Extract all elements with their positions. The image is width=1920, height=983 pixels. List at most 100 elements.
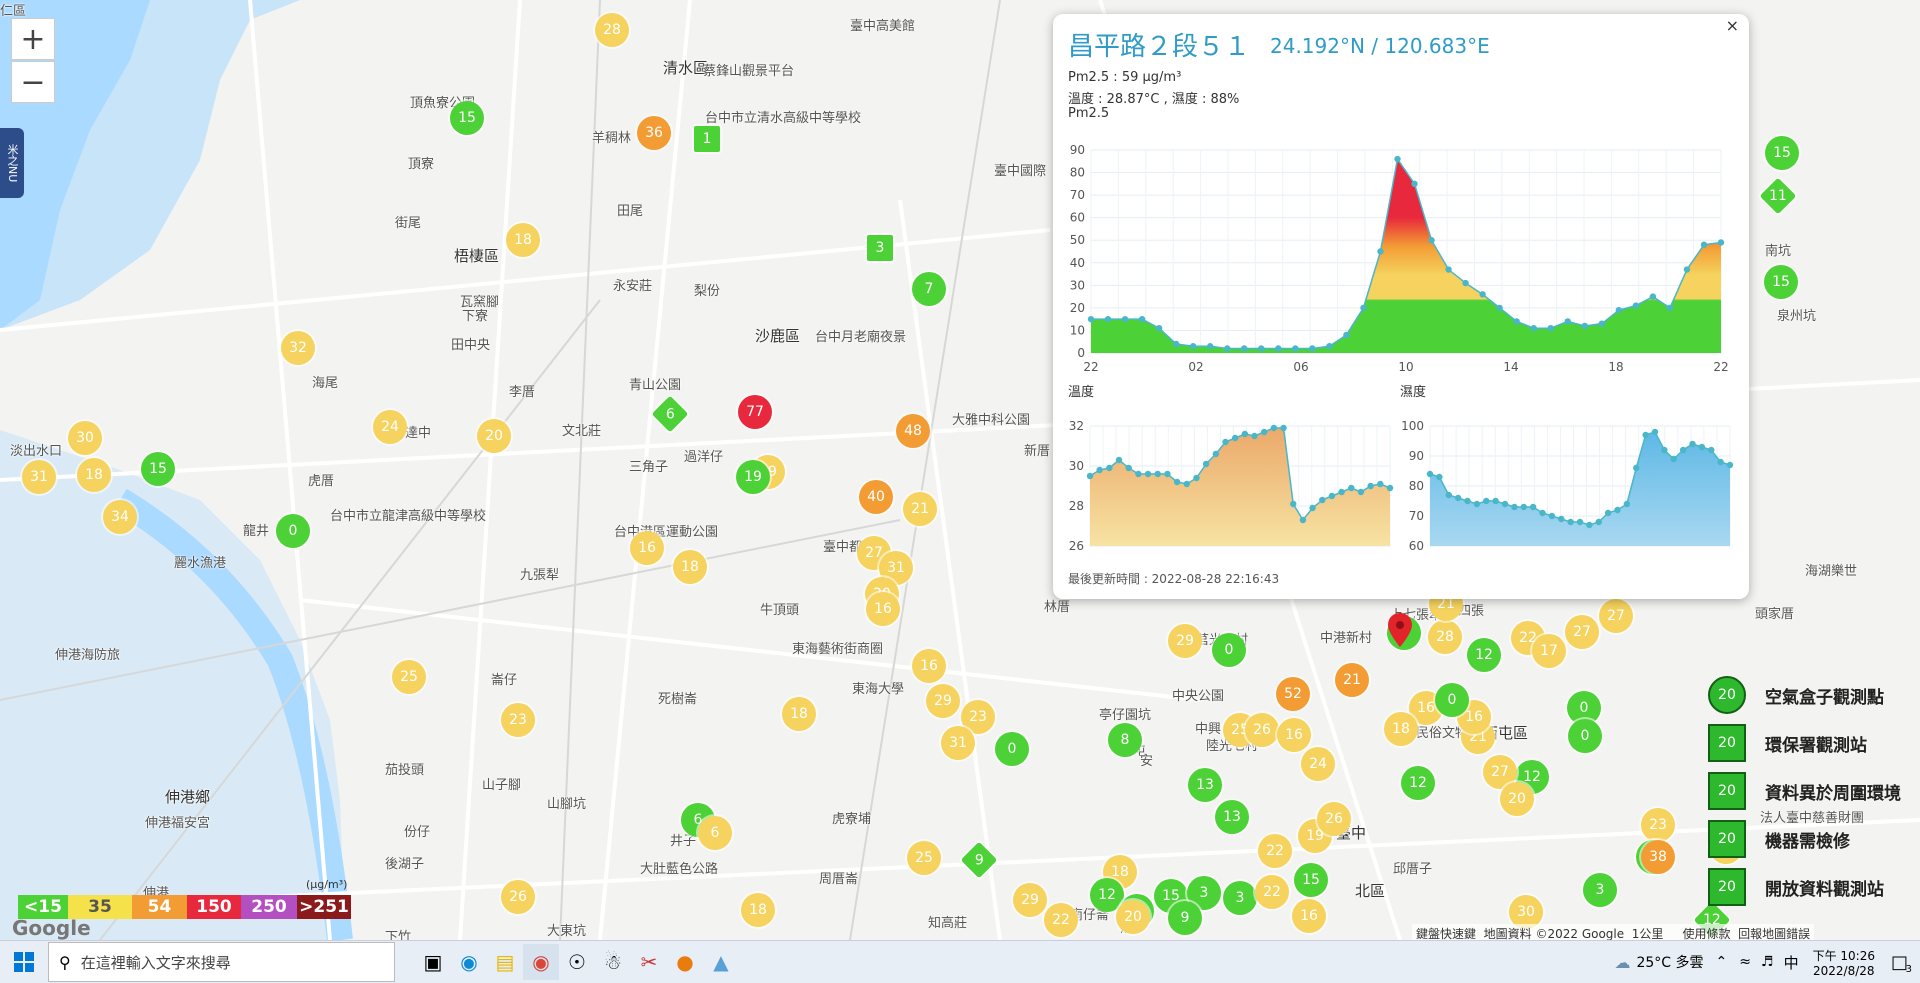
- sensor-marker[interactable]: 29: [1168, 624, 1202, 658]
- terms-link[interactable]: 使用條款: [1682, 927, 1731, 941]
- sensor-marker[interactable]: 29: [926, 684, 960, 718]
- sensor-marker[interactable]: 28: [1428, 620, 1462, 654]
- report-error-link[interactable]: 回報地圖錯誤: [1738, 927, 1811, 941]
- sensor-marker[interactable]: 16: [866, 592, 900, 626]
- data-point: [1360, 304, 1367, 312]
- blender-app-icon[interactable]: ●: [676, 950, 694, 974]
- sensor-marker[interactable]: 27: [1599, 599, 1633, 633]
- weather-status[interactable]: 25°C 多雲: [1636, 955, 1704, 971]
- snipping-tool-icon[interactable]: ✂: [640, 950, 658, 974]
- sensor-marker[interactable]: 3: [1223, 881, 1257, 915]
- sensor-marker[interactable]: 0: [1435, 683, 1469, 717]
- keyboard-shortcuts-link[interactable]: 鍵盤快速鍵: [1416, 927, 1477, 941]
- sensor-marker[interactable]: 7: [912, 272, 946, 306]
- sensor-marker[interactable]: 16: [1292, 899, 1326, 933]
- sensor-marker[interactable]: 6: [698, 816, 732, 850]
- sensor-marker[interactable]: 22: [1044, 903, 1078, 937]
- sensor-marker[interactable]: 31: [941, 726, 975, 760]
- sensor-marker[interactable]: 26: [1245, 713, 1279, 747]
- taskbar-search-box[interactable]: ⚲ 在這裡輸入文字來搜尋: [48, 942, 395, 982]
- sensor-marker[interactable]: 28: [595, 13, 629, 47]
- file-explorer-icon[interactable]: ▤: [495, 950, 515, 974]
- sensor-marker[interactable]: 30: [68, 421, 102, 455]
- sensor-marker[interactable]: 30: [1509, 895, 1543, 929]
- sensor-marker[interactable]: 17: [1532, 634, 1566, 668]
- sensor-marker[interactable]: 19: [736, 460, 770, 494]
- sensor-marker[interactable]: 3: [867, 235, 893, 261]
- sensor-marker[interactable]: 15: [1765, 136, 1799, 170]
- sensor-marker[interactable]: 20: [1116, 900, 1150, 934]
- sensor-marker[interactable]: 1: [694, 126, 720, 152]
- sensor-marker[interactable]: 52: [1276, 677, 1310, 711]
- sensor-marker[interactable]: 18: [741, 893, 775, 927]
- sensor-marker[interactable]: 8: [1108, 723, 1142, 757]
- sensor-marker[interactable]: 15: [450, 101, 484, 135]
- sensor-marker[interactable]: 20: [1500, 782, 1534, 816]
- sensor-marker[interactable]: 48: [896, 414, 930, 448]
- chevron-up-icon[interactable]: ⌃: [1715, 954, 1728, 970]
- sensor-marker[interactable]: 25: [392, 660, 426, 694]
- app-icon[interactable]: ▲: [713, 950, 729, 974]
- edge-browser-icon[interactable]: ◉: [460, 950, 478, 974]
- sensor-marker[interactable]: 16: [912, 649, 946, 683]
- sensor-marker[interactable]: 40: [859, 480, 893, 514]
- sensor-marker[interactable]: 18: [1384, 712, 1418, 746]
- sensor-marker[interactable]: 18: [782, 697, 816, 731]
- sensor-marker[interactable]: 12: [1467, 638, 1501, 672]
- clock[interactable]: 下午 10:26 2022/8/28: [1813, 947, 1875, 978]
- sensor-marker[interactable]: 0: [1212, 633, 1246, 667]
- sensor-marker[interactable]: 24: [373, 410, 407, 444]
- sensor-marker[interactable]: 12: [1090, 878, 1124, 912]
- sensor-marker[interactable]: 18: [77, 458, 111, 492]
- volume-icon[interactable]: ♬: [1761, 954, 1774, 970]
- selected-location-pin[interactable]: [1388, 613, 1412, 647]
- sensor-marker[interactable]: 23: [501, 703, 535, 737]
- zoom-in-button[interactable]: +: [11, 18, 55, 60]
- sensor-marker[interactable]: 22: [1258, 834, 1292, 868]
- sensor-marker[interactable]: 12: [1401, 766, 1435, 800]
- sensor-marker[interactable]: 16: [630, 531, 664, 565]
- sensor-marker[interactable]: 15: [141, 452, 175, 486]
- sensor-marker[interactable]: 25: [907, 841, 941, 875]
- sensor-marker[interactable]: 9: [1168, 901, 1202, 935]
- sensor-marker[interactable]: 0: [995, 732, 1029, 766]
- sensor-marker[interactable]: 38: [1641, 840, 1675, 874]
- sensor-marker[interactable]: 77: [738, 395, 772, 429]
- sensor-marker[interactable]: 3: [1583, 873, 1617, 907]
- sensor-marker[interactable]: 18: [506, 223, 540, 257]
- sensor-marker[interactable]: 24: [1301, 747, 1335, 781]
- sensor-marker[interactable]: 18: [673, 550, 707, 584]
- sensor-marker[interactable]: 26: [1317, 802, 1351, 836]
- sensor-marker[interactable]: 21: [903, 492, 937, 526]
- sensor-marker[interactable]: 16: [1277, 718, 1311, 752]
- sensor-marker[interactable]: 13: [1215, 800, 1249, 834]
- sensor-marker[interactable]: 0: [1568, 719, 1602, 753]
- sensor-marker[interactable]: 26: [501, 880, 535, 914]
- popup-close-button[interactable]: ×: [1725, 16, 1739, 35]
- sensor-marker[interactable]: 15: [1294, 863, 1328, 897]
- sensor-marker[interactable]: 13: [1188, 768, 1222, 802]
- sensor-marker[interactable]: 23: [961, 700, 995, 734]
- sensor-marker[interactable]: 36: [637, 116, 671, 150]
- network-icon[interactable]: ≈: [1739, 954, 1751, 970]
- sensor-marker[interactable]: 27: [1565, 615, 1599, 649]
- sensor-marker[interactable]: 15: [1764, 265, 1798, 299]
- side-panel-tab[interactable]: 米之NU: [0, 128, 24, 198]
- notification-button[interactable]: □ 3: [1891, 952, 1912, 975]
- sensor-marker[interactable]: 22: [1255, 875, 1289, 909]
- sensor-marker[interactable]: 20: [477, 419, 511, 453]
- chrome-icon[interactable]: ◉: [523, 944, 559, 980]
- sensor-marker[interactable]: 23: [1641, 808, 1675, 842]
- sensor-marker[interactable]: 34: [103, 500, 137, 534]
- compass-app-icon[interactable]: ☉: [568, 950, 586, 974]
- sensor-marker[interactable]: 32: [281, 331, 315, 365]
- sensor-marker[interactable]: 21: [1335, 663, 1369, 697]
- ime-indicator[interactable]: 中: [1783, 953, 1799, 972]
- sensor-marker[interactable]: 29: [1013, 883, 1047, 917]
- zoom-out-button[interactable]: −: [11, 61, 55, 103]
- sensor-marker[interactable]: 0: [276, 514, 310, 548]
- task-view-icon[interactable]: ▣: [423, 950, 443, 974]
- gimp-app-icon[interactable]: ☃: [604, 950, 622, 974]
- sensor-marker[interactable]: 31: [22, 460, 56, 494]
- start-button[interactable]: [6, 944, 42, 980]
